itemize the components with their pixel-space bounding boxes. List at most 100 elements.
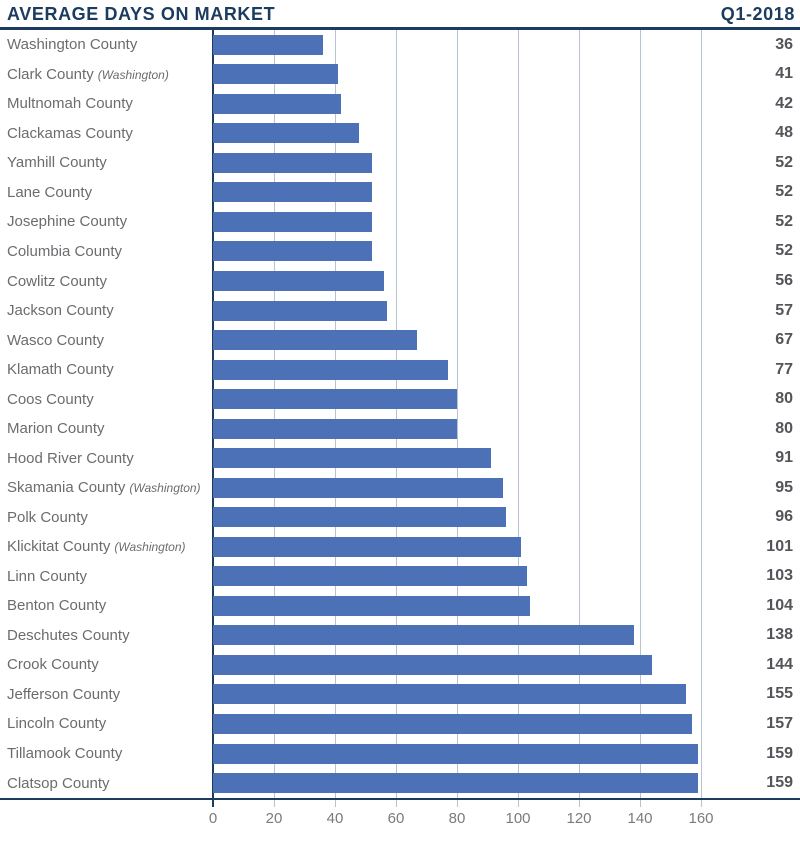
category-label: Lane County: [0, 184, 213, 201]
state-note: (Washington): [114, 540, 186, 555]
bar-track: [213, 654, 701, 675]
bar: [213, 536, 521, 557]
bar-track: [213, 625, 701, 646]
bar-track: [213, 773, 701, 794]
x-tick-label: 140: [627, 810, 653, 827]
value-label: 155: [766, 685, 793, 703]
bar: [213, 64, 338, 85]
category-label: Marion County: [0, 420, 213, 437]
bar: [213, 654, 653, 675]
bar-track: [213, 536, 701, 557]
bar-row: Hood River County 91: [0, 443, 800, 473]
bar-row: Deschutes County 138: [0, 621, 800, 651]
value-label: 80: [775, 390, 793, 408]
x-axis: 0 20 40 60 80 100 120 140 160: [0, 798, 800, 842]
bar-track: [213, 389, 701, 410]
value-label: 42: [775, 94, 793, 112]
bar-track: [213, 300, 701, 321]
category-label: Cowlitz County: [0, 273, 213, 290]
bar-track: [213, 566, 701, 587]
category-label: Josephine County: [0, 213, 213, 230]
county-name: Josephine County: [7, 213, 128, 231]
category-label: Lincoln County: [0, 715, 213, 732]
value-label: 138: [766, 626, 793, 644]
county-name: Linn County: [7, 567, 88, 585]
bar-row: Clatsop County 159: [0, 768, 800, 798]
chart-title: AVERAGE DAYS ON MARKET: [7, 4, 276, 24]
bar: [213, 448, 491, 469]
county-name: Jefferson County: [7, 685, 121, 703]
county-name: Marion County: [7, 420, 105, 438]
bar-track: [213, 359, 701, 380]
bar-track: [213, 713, 701, 734]
bar-track: [213, 507, 701, 528]
bar: [213, 418, 457, 439]
x-tick-label: 20: [265, 810, 283, 827]
category-label: Clatsop County: [0, 775, 213, 792]
county-name: Columbia County: [7, 242, 123, 260]
bar: [213, 389, 457, 410]
value-label: 67: [775, 331, 793, 349]
gridlines-layer: [0, 30, 800, 798]
bar: [213, 34, 323, 55]
bar-track: [213, 477, 701, 498]
category-label: Crook County: [0, 656, 213, 673]
category-label: Columbia County: [0, 243, 213, 260]
county-name: Klickitat County: [7, 538, 111, 556]
bar-track: [213, 418, 701, 439]
bar-track: [213, 330, 701, 351]
county-name: Crook County: [7, 656, 99, 674]
bar: [213, 477, 503, 498]
category-label: Jefferson County: [0, 686, 213, 703]
bar-row: Clackamas County 48: [0, 119, 800, 149]
bar: [213, 152, 372, 173]
bar-row: Wasco County 67: [0, 325, 800, 355]
category-label: Multnomah County: [0, 95, 213, 112]
gridline: [274, 30, 275, 798]
value-label: 144: [766, 655, 793, 673]
bar-track: [213, 211, 701, 232]
chart-header: AVERAGE DAYS ON MARKET Q1-2018: [0, 0, 800, 30]
county-name: Lincoln County: [7, 715, 107, 733]
gridline: [335, 30, 336, 798]
bar: [213, 211, 372, 232]
value-label: 52: [775, 153, 793, 171]
bar: [213, 123, 360, 144]
value-label: 52: [775, 212, 793, 230]
x-tick-label: 80: [448, 810, 466, 827]
value-label: 57: [775, 301, 793, 319]
bar-row: Klickitat County (Washington) 101: [0, 532, 800, 562]
county-name: Multnomah County: [7, 95, 133, 113]
bar: [213, 300, 387, 321]
category-label: Linn County: [0, 568, 213, 585]
county-name: Jackson County: [7, 302, 114, 320]
bar-row: Crook County 144: [0, 650, 800, 680]
bar: [213, 359, 448, 380]
state-note: (Washington): [129, 481, 201, 496]
value-label: 101: [766, 537, 793, 555]
bar-row: Cowlitz County 56: [0, 266, 800, 296]
county-name: Deschutes County: [7, 626, 130, 644]
category-label: Washington County: [0, 36, 213, 53]
axis-tick: [457, 800, 458, 807]
value-label: 104: [766, 596, 793, 614]
county-name: Klamath County: [7, 361, 114, 379]
axis-tick: [335, 800, 336, 807]
x-tick-label: 40: [326, 810, 344, 827]
county-name: Wasco County: [7, 331, 104, 349]
x-tick-label: 160: [688, 810, 714, 827]
bar: [213, 713, 692, 734]
state-note: (Washington): [97, 67, 169, 82]
bar-track: [213, 34, 701, 55]
bar-track: [213, 64, 701, 85]
bar-track: [213, 93, 701, 114]
value-label: 91: [775, 449, 793, 467]
category-label: Skamania County (Washington): [0, 479, 213, 496]
bar-row: Washington County 36: [0, 30, 800, 60]
bar: [213, 93, 342, 114]
category-label: Jackson County: [0, 302, 213, 319]
bar-chart: Washington County 36 Clark County (Washingt…: [0, 30, 800, 798]
bar-rows: Washington County 36 Clark County (Washingt…: [0, 30, 800, 798]
bar-track: [213, 743, 701, 764]
bar-row: Yamhill County 52: [0, 148, 800, 178]
